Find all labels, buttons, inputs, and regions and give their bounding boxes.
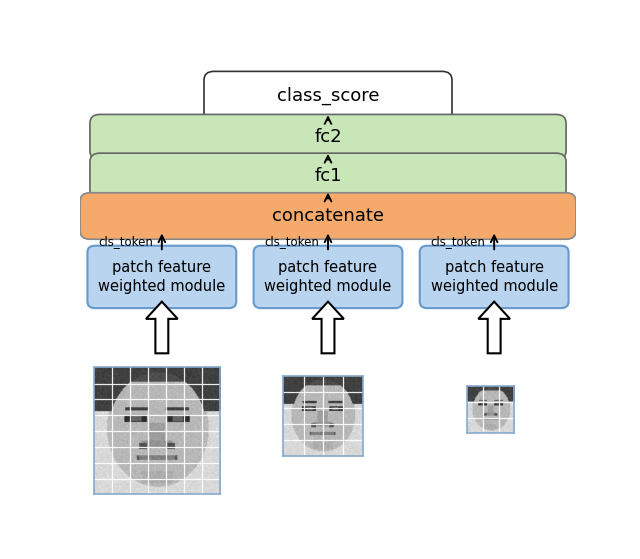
Text: class_score: class_score <box>276 87 380 105</box>
Text: patch feature
weighted module: patch feature weighted module <box>431 259 558 295</box>
Text: cls_token: cls_token <box>99 235 154 248</box>
FancyBboxPatch shape <box>90 153 566 198</box>
Text: patch feature
weighted module: patch feature weighted module <box>264 259 392 295</box>
FancyBboxPatch shape <box>88 246 236 308</box>
FancyBboxPatch shape <box>90 115 566 160</box>
Polygon shape <box>146 302 178 353</box>
FancyBboxPatch shape <box>253 246 403 308</box>
Text: patch feature
weighted module: patch feature weighted module <box>98 259 225 295</box>
Text: concatenate: concatenate <box>272 207 384 225</box>
Text: cls_token: cls_token <box>430 235 485 248</box>
Polygon shape <box>312 302 344 353</box>
FancyBboxPatch shape <box>204 72 452 121</box>
Polygon shape <box>478 302 510 353</box>
FancyBboxPatch shape <box>420 246 568 308</box>
Text: fc2: fc2 <box>314 128 342 146</box>
Text: fc1: fc1 <box>314 167 342 185</box>
FancyBboxPatch shape <box>80 193 576 239</box>
Text: cls_token: cls_token <box>264 235 319 248</box>
